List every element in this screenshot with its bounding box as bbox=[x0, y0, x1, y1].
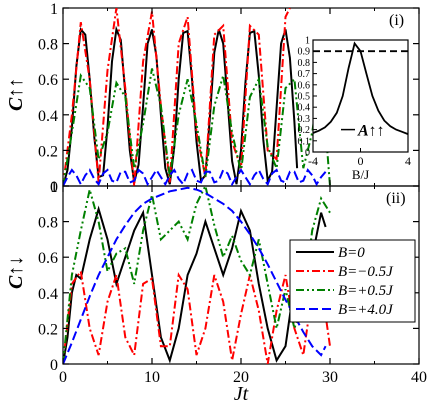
inset-ytick-label-1: 0.1 bbox=[298, 136, 311, 147]
panel-ii-ytick-label-4: 0.8 bbox=[38, 215, 58, 232]
panel-ii-ytick-label-2: 0.4 bbox=[38, 286, 58, 303]
inset-frame bbox=[312, 39, 409, 153]
panel-i-tag: (i) bbox=[389, 12, 404, 29]
legend-label-0: B=0 bbox=[338, 245, 365, 261]
panel-ii-ylabel: C↑↓ bbox=[5, 256, 27, 289]
panel-ii-ytick-label-3: 0.6 bbox=[38, 250, 58, 267]
legend-label-3: B=+4.0J bbox=[338, 302, 394, 318]
inset-xtick-label-1: 0 bbox=[358, 154, 364, 168]
panel-i-ytick-label-2: 0.4 bbox=[38, 108, 58, 125]
panel-i-ytick-label-4: 0.8 bbox=[38, 37, 58, 54]
inset-ytick-label-5: 0.5 bbox=[298, 92, 311, 103]
panel-ii-xtick-label-2: 20 bbox=[233, 369, 249, 386]
panel-i-series-2-line bbox=[63, 68, 331, 186]
panel-ii-ytick-label-5: 1 bbox=[50, 179, 58, 196]
panel-i-ytick-label-1: 0.2 bbox=[38, 143, 58, 160]
panel-i-ytick-label-5: 1 bbox=[50, 1, 58, 18]
panel-ii-ytick-label-0: 0 bbox=[50, 357, 58, 374]
inset-ytick-label-8: 0.8 bbox=[298, 58, 311, 69]
panel-i-ytick-label-0: 0 bbox=[50, 179, 58, 196]
inset-ytick-label-10: 1 bbox=[305, 36, 310, 47]
panel-ii-xtick-label-3: 30 bbox=[322, 369, 338, 386]
inset-ytick-label-0: 0 bbox=[305, 148, 310, 159]
inset-xtick-label-0: -4 bbox=[308, 154, 318, 168]
panel-ii-tag: (ii) bbox=[386, 190, 406, 207]
panel-ii-ytick-label-1: 0.2 bbox=[38, 321, 58, 338]
inset-ytick-label-2: 0.2 bbox=[298, 125, 311, 136]
panel-i-series-1-line bbox=[63, 8, 291, 186]
inset-ytick-label-4: 0.4 bbox=[298, 103, 311, 114]
panel-i-ytick-label-3: 0.6 bbox=[38, 72, 58, 89]
inset-xlabel: B/J bbox=[352, 167, 369, 182]
inset-ytick-label-9: 0.9 bbox=[298, 47, 311, 58]
panel-i-series-3-line bbox=[63, 168, 327, 186]
legend-label-1: B=−0.5J bbox=[338, 264, 394, 280]
inset-ytick-label-7: 0.7 bbox=[298, 69, 311, 80]
panel-ii-xtick-label-1: 10 bbox=[144, 369, 160, 386]
panel-ii-xlabel: Jt bbox=[234, 383, 249, 405]
panel-i-ylabel: C↑↑ bbox=[5, 78, 27, 111]
panel-ii-series-0-line bbox=[63, 205, 327, 364]
panel-ii-series-3-line bbox=[63, 186, 327, 364]
panel-ii-series-2-line bbox=[63, 186, 331, 364]
panel-ii-xtick-label-0: 0 bbox=[59, 369, 67, 386]
inset-ytick-label-6: 0.6 bbox=[298, 80, 311, 91]
panel-ii-xtick-label-4: 40 bbox=[411, 369, 427, 386]
panel-ii-series-1-line bbox=[63, 268, 331, 364]
legend-label-2: B=+0.5J bbox=[338, 283, 394, 299]
inset-xtick-label-2: 4 bbox=[405, 154, 411, 168]
inset-ytick-label-3: 0.3 bbox=[298, 114, 311, 125]
inset-annotation: A↑↑ bbox=[357, 123, 385, 140]
